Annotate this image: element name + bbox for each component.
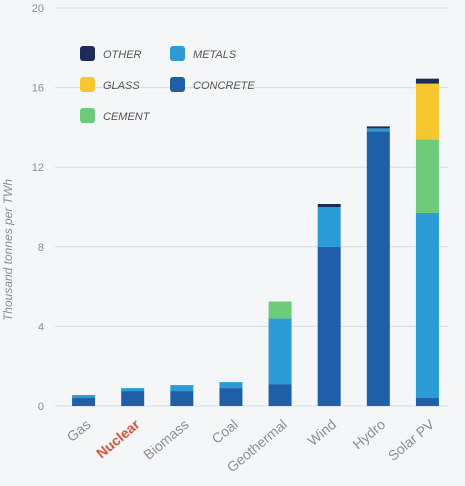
- bar-segment: [219, 388, 243, 406]
- legend-label: METALS: [193, 49, 237, 61]
- bar-segment: [170, 391, 194, 406]
- legend-swatch: [80, 77, 95, 92]
- y-tick-label: 12: [32, 162, 44, 174]
- y-tick-label: 0: [38, 401, 44, 413]
- legend-label: CEMENT: [103, 111, 151, 123]
- bar-segment: [121, 388, 145, 392]
- bar-segment: [170, 385, 194, 392]
- bar-segment: [415, 78, 439, 84]
- bar-segment: [268, 301, 292, 319]
- y-axis-ticks: 0 4 8 12 16 20: [32, 3, 44, 413]
- bar-segment: [268, 318, 292, 385]
- bar-segment: [219, 382, 243, 389]
- x-tick-label: Coal: [209, 416, 241, 447]
- bar-segment: [317, 246, 341, 406]
- legend-swatch: [80, 108, 95, 123]
- x-tick-label: Gas: [64, 416, 94, 445]
- x-tick-label: Solar PV: [385, 416, 438, 464]
- bar-segment: [72, 398, 96, 406]
- bar-segment: [415, 139, 439, 213]
- bar-segment: [72, 395, 96, 399]
- bar-segment: [366, 126, 390, 129]
- bar-segment: [366, 131, 390, 406]
- bar-segment: [268, 384, 292, 406]
- x-tick-label: Nuclear: [93, 416, 143, 462]
- bar-segment: [415, 83, 439, 140]
- y-tick-label: 16: [32, 83, 44, 95]
- legend: OTHER METALS GLASS CONCRETE CEMENT: [80, 46, 255, 123]
- bar-segment: [317, 207, 341, 247]
- legend-label: CONCRETE: [193, 80, 255, 92]
- bar-segment: [366, 128, 390, 132]
- bar-segment: [317, 204, 341, 207]
- y-tick-label: 20: [32, 3, 44, 15]
- legend-swatch: [170, 77, 185, 92]
- bars: [72, 78, 439, 406]
- y-tick-label: 4: [38, 321, 44, 333]
- y-axis-title: Thousand tonnes per TWh: [1, 179, 15, 321]
- x-tick-label: Wind: [304, 416, 339, 449]
- y-tick-label: 8: [38, 242, 44, 254]
- bar-segment: [121, 391, 145, 406]
- x-tick-label: Biomass: [140, 416, 191, 463]
- legend-label: GLASS: [103, 80, 140, 92]
- x-tick-label: Hydro: [349, 416, 388, 452]
- legend-label: OTHER: [103, 49, 142, 61]
- bar-segment: [415, 398, 439, 406]
- legend-swatch: [80, 46, 95, 61]
- bar-segment: [415, 212, 439, 399]
- legend-swatch: [170, 46, 185, 61]
